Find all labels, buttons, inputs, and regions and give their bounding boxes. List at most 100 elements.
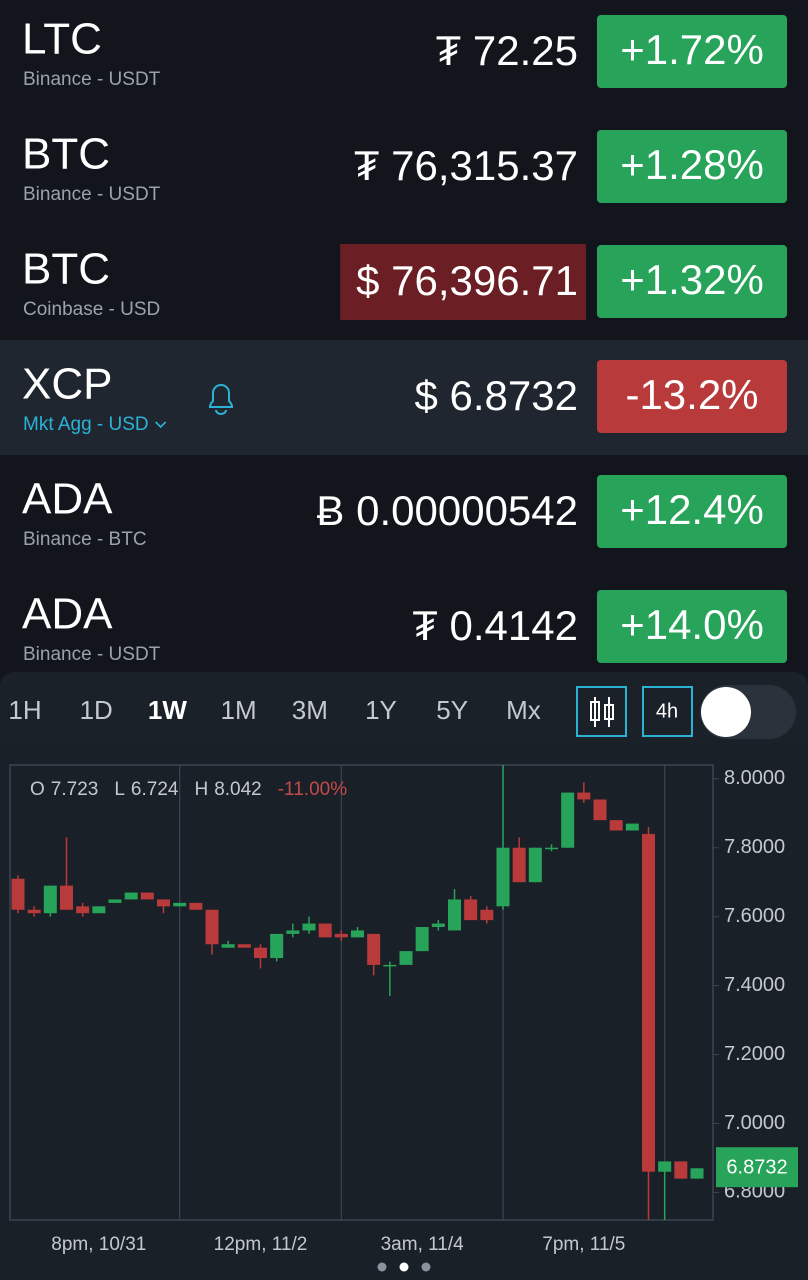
page-dot[interactable] [377, 1262, 387, 1272]
interval-text: 4h [656, 700, 678, 722]
candle-body [27, 909, 41, 914]
candle-body [286, 930, 300, 934]
y-tick-label: 7.8000 [724, 836, 785, 858]
price-text: ₮ 72.25 [436, 27, 578, 74]
timeframe-button[interactable]: 1W [148, 695, 187, 725]
watchlist-row[interactable]: ADA Binance - BTC Ƀ 0.00000542 +12.4% [22, 475, 787, 550]
candle-body [658, 1161, 672, 1172]
change-pill [597, 15, 787, 88]
summary-change: -11.00% [278, 779, 347, 800]
x-tick-label: 3am, 11/4 [381, 1234, 465, 1255]
candle-body [415, 927, 429, 952]
chart-type-button[interactable] [576, 686, 627, 737]
candle-body [189, 902, 203, 910]
candle-body [674, 1161, 688, 1179]
price-flash [340, 244, 586, 320]
candle-body [221, 944, 235, 948]
price: ₮ 0.4142 [412, 602, 578, 649]
candle-body [561, 792, 575, 848]
symbol: ADA [22, 475, 113, 524]
candle-body [625, 823, 639, 831]
y-tick-label: 7.0000 [724, 1112, 785, 1134]
candle-body [367, 933, 381, 965]
watchlist-row[interactable]: LTC Binance - USDT ₮ 72.25 +1.72% [22, 15, 787, 90]
timeframe-button[interactable]: 1M [221, 695, 257, 725]
source: Binance - USDT [23, 184, 161, 205]
price-text: $ 6.8732 [415, 372, 579, 419]
symbol: BTC [22, 130, 110, 179]
candle-body [173, 902, 187, 907]
price: ₮ 76,315.37 [354, 142, 578, 189]
candle-body [642, 833, 655, 1172]
dropdown-chevron[interactable] [155, 421, 167, 429]
price: $ 76,396.71 [340, 244, 586, 320]
page-dot[interactable] [421, 1262, 431, 1272]
candle-body [464, 899, 478, 921]
timeframe-button[interactable]: 5Y [436, 695, 468, 725]
candle-body [351, 930, 364, 938]
candle-icon [590, 697, 614, 727]
candle-body [334, 933, 348, 938]
change-pill [597, 475, 787, 548]
summary-value: 6.724 [131, 779, 179, 800]
last-price-label: 6.8732 [726, 1156, 787, 1178]
toggle-knob [701, 687, 751, 737]
page-dot[interactable] [399, 1262, 409, 1272]
timeframe-button[interactable]: 1Y [365, 695, 397, 725]
change-pill [597, 130, 787, 203]
change-text: +14.0% [620, 601, 764, 648]
watchlist-row[interactable]: ADA Binance - USDT ₮ 0.4142 +14.0% [22, 590, 787, 665]
candle-body [302, 923, 316, 931]
summary-label: L [114, 779, 125, 800]
timeframe-button[interactable]: 3M [292, 695, 328, 725]
change-text: +1.28% [620, 141, 764, 188]
x-tick-label: 7pm, 11/5 [542, 1234, 625, 1255]
summary-value: 8.042 [214, 779, 262, 800]
summary-label: O [30, 779, 45, 800]
source: Binance - BTC [23, 529, 147, 550]
symbol: BTC [22, 245, 110, 294]
candle-body [43, 885, 57, 914]
change-pill [597, 590, 787, 663]
source: Binance - USDT [23, 644, 161, 665]
timeframe-button[interactable]: 1D [80, 695, 113, 725]
candle-body [496, 847, 510, 907]
change-text: +12.4% [620, 486, 764, 533]
x-tick-label: 12pm, 11/2 [214, 1234, 308, 1255]
price-text: ₮ 76,315.37 [354, 142, 578, 189]
candle-body [577, 792, 591, 800]
watchlist-row[interactable]: BTC Coinbase - USD $ 76,396.71 +1.32% [22, 244, 787, 320]
candle-body [270, 933, 284, 959]
candle-body [318, 923, 332, 938]
timeframe-button[interactable]: 1H [8, 695, 41, 725]
candle-body [11, 878, 25, 910]
interval-button[interactable]: 4h [642, 686, 693, 737]
watchlist-row[interactable]: BTC Binance - USDT ₮ 76,315.37 +1.28% [22, 130, 787, 205]
price-text: ₮ 0.4142 [412, 602, 578, 649]
symbol: LTC [22, 15, 102, 64]
summary-value: 7.723 [51, 779, 99, 800]
price-text: $ 76,396.71 [356, 257, 578, 304]
candle-body [76, 906, 90, 914]
chart-background [0, 745, 808, 1280]
candle-body [92, 906, 106, 914]
change-pill [597, 245, 787, 318]
timeframe-button[interactable]: Mx [506, 695, 541, 725]
toggle[interactable] [700, 685, 796, 739]
candle-body [512, 847, 526, 883]
price: ₮ 72.25 [436, 27, 578, 74]
candle-body [140, 892, 154, 900]
symbol: ADA [22, 590, 113, 639]
candle-body [480, 909, 494, 921]
candle-body [431, 923, 445, 928]
plot-border [9, 764, 714, 1221]
price-text: Ƀ 0.00000542 [316, 487, 578, 534]
bell-icon[interactable] [208, 384, 234, 415]
candle-body [448, 899, 461, 931]
change-text: -13.2% [625, 371, 758, 418]
candle-body [60, 885, 73, 910]
watchlist-row[interactable]: XCP Mkt Agg - USD $ 6.8732 -13.2% [0, 340, 808, 455]
candle-body [383, 964, 397, 967]
source: Mkt Agg - USD [23, 414, 149, 435]
